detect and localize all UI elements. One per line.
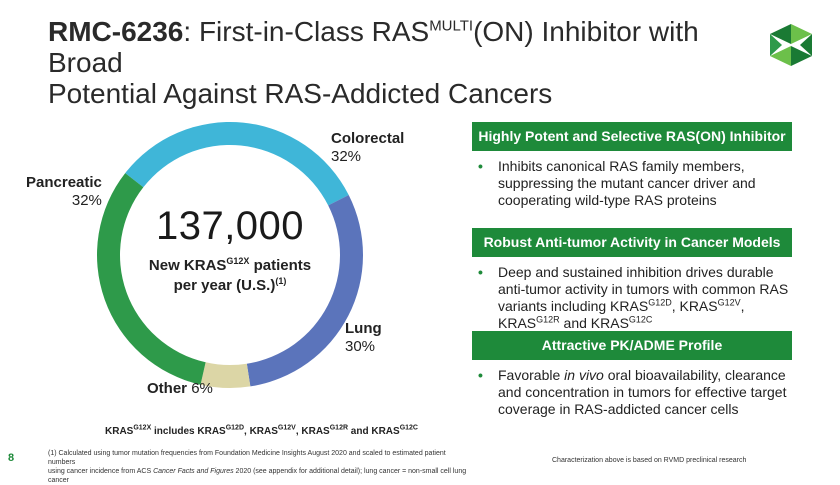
title-line2: Potential Against RAS-Addicted Cancers [48,78,553,109]
donut-slice-colorectal [125,121,349,206]
label-other-name: Other [147,380,188,397]
label-pancreatic-name: Pancreatic [26,174,102,191]
label-colorectal-name: Colorectal [331,130,405,147]
label-pancreatic: Pancreatic 32% [26,174,102,210]
label-other: Other 6% [147,380,213,398]
bullet-icon: • [478,158,483,174]
title-drug: RMC-6236 [48,16,184,47]
page-number: 8 [8,452,15,464]
company-logo-icon [770,24,812,66]
label-colorectal-value: 32% [331,148,362,165]
panel-body-antitumor: • Deep and sustained inhibition drives d… [478,264,789,331]
panel-body-potent: • Inhibits canonical RAS family members,… [478,158,756,208]
label-other-value: 6% [191,380,213,397]
donut-slice-pancreatic [97,173,206,385]
bullet-icon: • [478,367,483,383]
donut-slice-other [200,362,251,388]
footnote-right: Characterization above is based on RVMD … [552,457,747,464]
label-lung-value: 30% [345,338,376,355]
donut-chart [97,121,364,388]
footnote: (1) Calculated using tumor mutation freq… [48,450,467,484]
panel-header-pk: Attractive PK/ADME Profile [472,331,792,360]
panel-header-antitumor: Robust Anti-tumor Activity in Cancer Mod… [472,228,792,257]
title-part2: (ON) Inhibitor with Broad [48,16,699,78]
center-total: 137,000 [155,204,305,248]
page-title: RMC-6236: First-in-Class RASMULTI(ON) In… [48,16,748,109]
variants-note: KRASG12X includes KRASG12D, KRASG12V, KR… [105,424,418,437]
label-pancreatic-value: 32% [71,192,102,209]
donut-slice-lung [246,195,364,387]
label-lung-name: Lung [345,320,382,337]
center-caption: New KRASG12X patients per year (U.S.)(1) [148,256,312,295]
panel-header-potent: Highly Potent and Selective RAS(ON) Inhi… [472,122,792,151]
title-part1: : First-in-Class RAS [183,16,430,47]
bullet-icon: • [478,264,483,280]
label-lung: Lung 30% [345,320,382,356]
title-sup: MULTI [429,17,474,35]
panel-body-pk: • Favorable in vivo oral bioavailability… [478,367,787,417]
label-colorectal: Colorectal 32% [331,130,404,166]
